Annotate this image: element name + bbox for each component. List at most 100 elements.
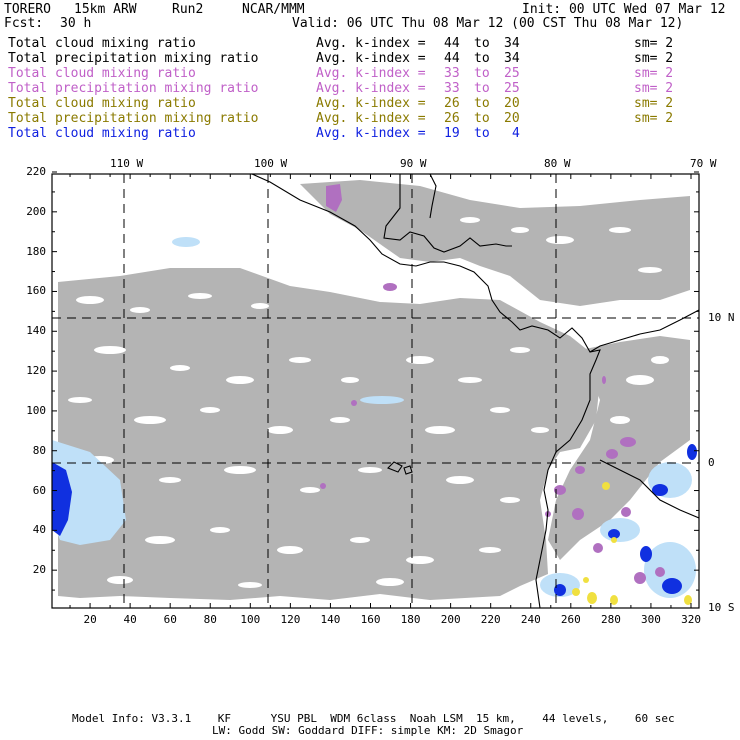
legend-k-start: 26	[444, 111, 460, 126]
legend-k-end: 34	[504, 51, 520, 66]
legend-avg-label: Avg. k-index =	[316, 126, 426, 141]
deep-blue-cores	[52, 444, 697, 596]
x-tick-label: 240	[520, 613, 541, 626]
x-tick-label: 40	[123, 613, 137, 626]
legend-field-name: Total cloud mixing ratio	[8, 126, 196, 141]
legend-to: to	[474, 66, 490, 81]
legend-avg-label: Avg. k-index =	[316, 51, 426, 66]
lon-label-80w: 80 W	[544, 157, 571, 170]
legend-smoothing: sm= 2	[634, 66, 674, 81]
y-tick-label: 180	[26, 244, 47, 258]
gray-cloud-area	[300, 180, 690, 306]
axis-ticks	[52, 171, 699, 608]
coastline-south-america	[589, 309, 699, 353]
x-tick-label: 280	[600, 613, 621, 626]
y-tick-label: 220	[26, 165, 47, 178]
legend-to: to	[474, 111, 490, 126]
legend-avg-label: Avg. k-index =	[316, 66, 426, 81]
yellow-patches	[572, 482, 692, 605]
legend-k-start: 19	[444, 126, 460, 141]
lat-label-10s: 10 S	[708, 601, 735, 614]
physics-info-line: LW: Godd SW: Goddard DIFF: simple KM: 2D…	[212, 724, 524, 737]
legend-field-name: Total cloud mixing ratio	[8, 66, 196, 81]
legend-k-start: 33	[444, 81, 460, 96]
model-info-line: Model Info: V3.3.1 KF YSU PBL WDM 6class…	[72, 712, 675, 725]
legend-smoothing: sm= 2	[634, 51, 674, 66]
x-tick-label: 220	[480, 613, 501, 626]
y-tick-label: 200	[26, 204, 47, 218]
legend-to: to	[474, 51, 490, 66]
x-tick-label: 80	[203, 613, 217, 626]
gray-cloud-area	[160, 320, 240, 350]
x-tick-label: 120	[280, 613, 301, 626]
legend-k-end: 25	[504, 81, 520, 96]
legend-to: to	[474, 96, 490, 111]
graticule	[52, 174, 699, 608]
model-name: TORERO	[4, 2, 51, 17]
galapagos	[387, 461, 413, 475]
gray-cloud-area	[548, 336, 690, 560]
legend-smoothing: sm= 2	[634, 111, 674, 126]
y-tick-label: 140	[26, 324, 47, 338]
legend-k-end: 20	[504, 96, 520, 111]
legend-field-name: Total cloud mixing ratio	[8, 96, 196, 111]
x-tick-label: 100	[240, 613, 261, 626]
legend-avg-label: Avg. k-index =	[316, 36, 426, 51]
lon-label-90w: 90 W	[400, 157, 427, 170]
forecast-label: Fcst:	[4, 16, 44, 31]
legend-avg-label: Avg. k-index =	[316, 111, 426, 126]
run-label: Run2	[172, 2, 204, 17]
legend-avg-label: Avg. k-index =	[316, 96, 426, 111]
x-tick-label: 20	[83, 613, 97, 626]
valid-time: Valid: 06 UTC Thu 08 Mar 12 (00 CST Thu …	[292, 16, 684, 31]
legend-field-name: Total cloud mixing ratio	[8, 36, 196, 51]
lon-label-70w: 70 W	[690, 157, 717, 170]
gray-cloud-area	[58, 268, 600, 600]
cloud-field-layer	[52, 180, 697, 605]
lon-label-100w: 100 W	[254, 157, 288, 170]
org-label: NCAR/MMM	[242, 2, 305, 17]
coastline-caribbean	[429, 174, 437, 219]
legend-k-start: 44	[444, 36, 460, 51]
legend-field-name: Total precipitation mixing ratio	[8, 81, 259, 96]
legend-field-name: Total precipitation mixing ratio	[8, 51, 259, 66]
model-config: 15km ARW	[74, 2, 137, 17]
y-tick-label: 160	[26, 284, 47, 298]
coastline-yucatan	[383, 174, 512, 253]
y-tick-label: 80	[32, 443, 47, 457]
lat-label-10n: 10 N	[708, 311, 735, 324]
legend-k-end: 34	[504, 36, 520, 51]
x-tick-label: 320	[681, 613, 701, 626]
init-time: Init: 00 UTC Wed 07 Mar 12	[522, 2, 726, 17]
legend-smoothing: sm= 2	[634, 36, 674, 51]
y-tick-label: 100	[26, 403, 47, 417]
legend-field-name: Total precipitation mixing ratio	[8, 111, 259, 126]
legend-k-start: 44	[444, 51, 460, 66]
legend-k-start: 33	[444, 66, 460, 81]
lat-label-0: 0	[708, 456, 715, 469]
legend-avg-label: Avg. k-index =	[316, 81, 426, 96]
x-tick-label: 260	[560, 613, 581, 626]
legend-to: to	[474, 36, 490, 51]
x-tick-label: 160	[360, 613, 381, 626]
legend-k-end: 4	[512, 126, 520, 141]
y-tick-label: 60	[32, 483, 47, 497]
coastline-andes	[599, 459, 699, 519]
x-tick-label: 140	[320, 613, 341, 626]
legend-smoothing: sm= 2	[634, 96, 674, 111]
lon-label-110w: 110 W	[110, 157, 144, 170]
light-blue-patches	[52, 237, 696, 598]
legend-k-start: 26	[444, 96, 460, 111]
legend-to: to	[474, 126, 490, 141]
legend-to: to	[474, 81, 490, 96]
coastline-mexico	[251, 174, 601, 608]
x-tick-label: 180	[400, 613, 421, 626]
coastline-layer	[251, 174, 699, 608]
legend-k-end: 25	[504, 66, 520, 81]
x-tick-label: 300	[641, 613, 661, 626]
legend-k-end: 20	[504, 111, 520, 126]
legend-smoothing: sm= 2	[634, 81, 674, 96]
y-tick-label: 120	[26, 364, 47, 378]
y-tick-label: 40	[32, 523, 47, 537]
